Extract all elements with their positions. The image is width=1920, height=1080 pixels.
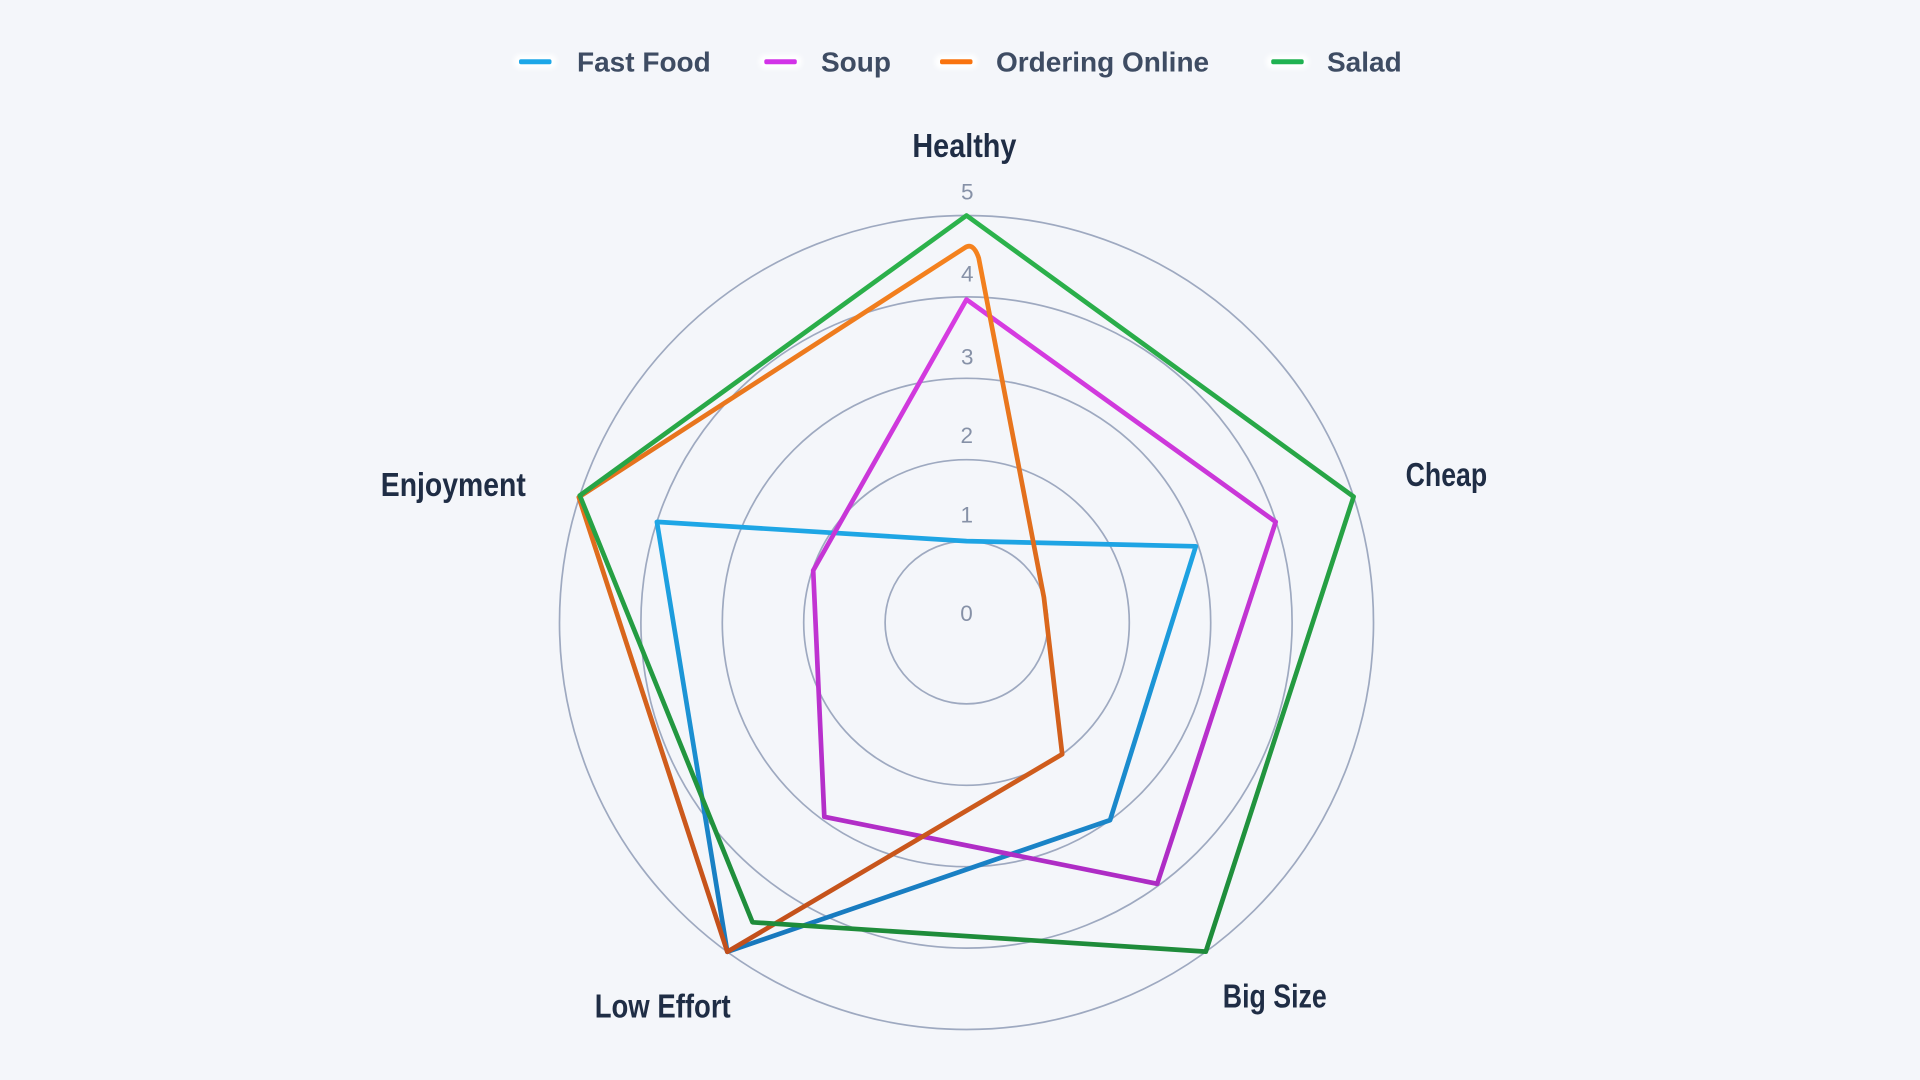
svg-text:5: 5 xyxy=(961,180,974,205)
svg-text:Soup: Soup xyxy=(821,47,891,78)
svg-text:Big Size: Big Size xyxy=(1223,978,1327,1015)
svg-text:1: 1 xyxy=(960,503,973,528)
svg-text:4: 4 xyxy=(961,262,974,287)
svg-text:Ordering Online: Ordering Online xyxy=(996,47,1209,78)
svg-text:Salad: Salad xyxy=(1327,47,1402,78)
svg-text:2: 2 xyxy=(960,423,973,448)
svg-text:Enjoyment: Enjoyment xyxy=(381,466,526,503)
svg-text:Fast Food: Fast Food xyxy=(577,47,711,78)
svg-text:3: 3 xyxy=(961,345,974,370)
svg-text:Healthy: Healthy xyxy=(912,127,1017,164)
svg-text:0: 0 xyxy=(960,601,973,626)
svg-text:Cheap: Cheap xyxy=(1406,456,1488,493)
svg-text:Low Effort: Low Effort xyxy=(595,987,731,1024)
